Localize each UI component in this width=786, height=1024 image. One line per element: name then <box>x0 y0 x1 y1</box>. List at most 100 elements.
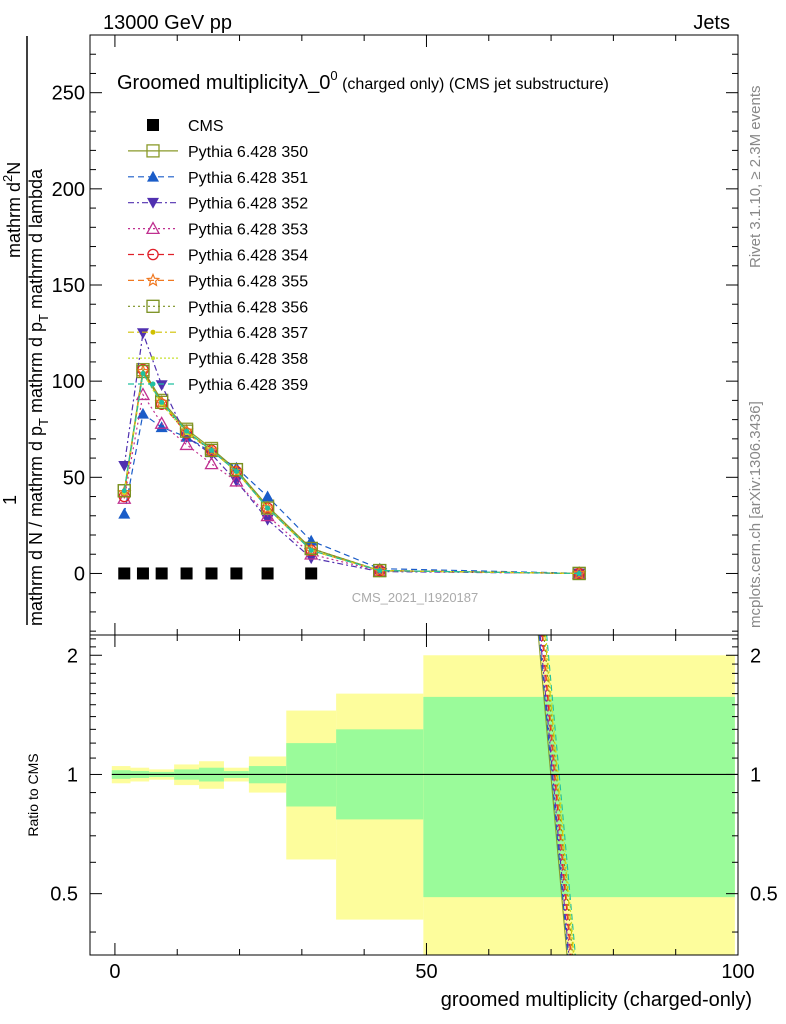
data-point <box>204 443 219 458</box>
inner-band <box>423 696 735 898</box>
data-point <box>136 567 149 580</box>
data-point <box>571 565 587 580</box>
y-tick-label: 100 <box>52 371 85 393</box>
ratio-panel: 0.5 0.5 1 1 2 2 0 50 100 Ratio to CMS groomed mu… <box>25 634 778 1011</box>
ratio-tick-label-right: 0.5 <box>750 884 778 906</box>
y-tick-label: 0 <box>74 563 85 585</box>
ratio-tick-label-right: 2 <box>750 645 761 667</box>
data-point <box>155 380 168 391</box>
y-tick-label: 150 <box>52 275 85 297</box>
data-point <box>180 567 193 580</box>
legend-entry: Pythia 6.428 353 <box>128 221 308 239</box>
ratio-mc-line <box>544 634 575 956</box>
y-tick-label: 50 <box>63 467 85 489</box>
data-point <box>261 567 274 580</box>
legend-marker <box>146 144 160 158</box>
main-y-ticks: 0 50 100 150 200 250 <box>52 34 738 632</box>
y-label-one: 1 <box>0 495 20 505</box>
legend-entry: Pythia 6.428 351 <box>128 170 308 187</box>
legend-entry: Pythia 6.428 354 <box>128 248 308 265</box>
data-point <box>377 568 383 574</box>
ratio-tick-label: 0.5 <box>50 884 78 906</box>
ratio-y-axis-label: Ratio to CMS <box>25 753 41 836</box>
rivet-version-label: Rivet 3.1.10, ≥ 2.3M events <box>747 86 764 269</box>
ratio-mc-line <box>537 634 568 956</box>
main-y-axis-label: 1 mathrm d N / mathrm d pT mathrm d pT m… <box>0 36 51 626</box>
data-point <box>304 542 319 557</box>
series-6 <box>117 363 587 580</box>
ratio-mc-line <box>542 634 573 956</box>
main-panel: 0 50 100 150 200 250 Groomed multiplicityλ_00… <box>0 34 739 636</box>
ratio-panel-frame <box>89 634 739 956</box>
series-5 <box>118 363 585 580</box>
legend-label: Pythia 6.428 356 <box>188 299 308 316</box>
legend-marker <box>150 329 156 335</box>
series-line <box>123 371 580 575</box>
legend-entry: Pythia 6.428 356 <box>128 299 308 316</box>
ratio-mc-lines <box>537 634 576 956</box>
legend-entry: Pythia 6.428 357 <box>128 325 308 342</box>
data-point <box>305 567 318 580</box>
data-point <box>136 407 149 419</box>
data-point <box>204 442 219 457</box>
data-point <box>118 507 131 519</box>
legend-marker <box>147 197 159 209</box>
main-x-ticks <box>114 35 739 635</box>
data-point <box>304 541 318 556</box>
legend-entry: CMS <box>147 118 224 135</box>
ratio-mc-line <box>546 634 576 956</box>
legend-marker <box>145 221 161 235</box>
series-line <box>123 369 580 575</box>
series-line <box>123 371 580 575</box>
legend-marker <box>151 356 155 361</box>
data-point <box>260 508 275 522</box>
x-tick-label: 0 <box>109 961 120 983</box>
legend-entry: Pythia 6.428 352 <box>128 196 308 213</box>
y-tick-label: 250 <box>52 83 85 105</box>
series-7 <box>117 364 586 581</box>
uncertainty-bands <box>111 655 735 955</box>
ratio-mc-line <box>540 634 571 956</box>
x-axis-label: groomed multiplicity (charged-only) <box>441 989 752 1011</box>
process-label: Jets <box>693 12 730 34</box>
data-point <box>265 505 271 511</box>
legend-label: Pythia 6.428 359 <box>188 377 308 394</box>
y-tick-label: 200 <box>52 179 85 201</box>
mcplots-label: mcplots.cern.ch [arXiv:1306.3436] <box>747 401 764 628</box>
ratio-tick-label: 1 <box>67 764 78 786</box>
x-tick-label: 50 <box>415 961 437 983</box>
data-point <box>233 469 239 475</box>
data-point <box>229 473 244 487</box>
data-point <box>118 567 131 580</box>
data-point <box>576 570 582 576</box>
legend: CMS Pythia 6.428 350 Pythia 6.428 351 Pythi… <box>128 118 308 394</box>
series-line <box>123 367 580 575</box>
data-point <box>155 395 169 409</box>
legend-entry: Pythia 6.428 350 <box>128 144 308 161</box>
data-point <box>260 500 275 515</box>
data-point <box>229 463 244 478</box>
legend-label: Pythia 6.428 352 <box>188 196 308 213</box>
legend-marker <box>147 170 159 182</box>
series-1 <box>117 362 586 581</box>
series-line <box>123 412 580 574</box>
data-point <box>229 462 244 477</box>
data-point <box>155 421 168 433</box>
ratio-tick-label-right: 1 <box>750 764 761 786</box>
data-point <box>180 427 193 439</box>
chart-title: Groomed multiplicityλ_00 (charged only) … <box>117 68 609 94</box>
series-4 <box>117 387 587 579</box>
data-point <box>140 370 146 376</box>
data-point <box>155 398 168 410</box>
series-8 <box>121 370 582 576</box>
legend-label: CMS <box>188 118 224 135</box>
legend-marker <box>147 119 159 131</box>
legend-marker <box>147 248 159 261</box>
data-point <box>204 456 219 470</box>
ratio-mc-line <box>545 634 575 956</box>
legend-label: Pythia 6.428 351 <box>188 170 308 187</box>
series-line <box>123 332 580 575</box>
data-point <box>117 485 132 499</box>
data-point <box>209 447 214 453</box>
